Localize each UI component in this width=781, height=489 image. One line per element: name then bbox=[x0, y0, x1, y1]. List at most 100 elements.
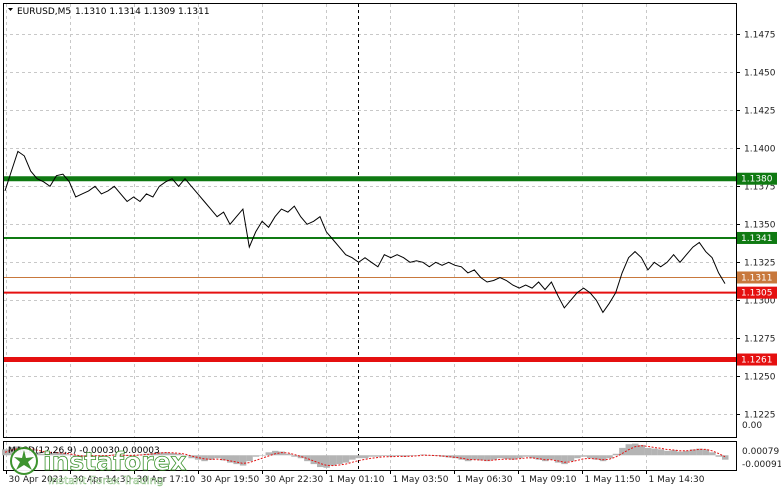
macd-histogram-bar bbox=[34, 452, 41, 456]
macd-histogram-bar bbox=[400, 455, 408, 457]
symbol-label[interactable]: EURUSD,M5 bbox=[17, 7, 71, 17]
macd-histogram-bar bbox=[207, 455, 215, 460]
macd-histogram-bar bbox=[458, 455, 465, 460]
level-tag-label: 1.1380 bbox=[741, 175, 773, 185]
macd-histogram-bar bbox=[407, 455, 414, 456]
price-line bbox=[4, 150, 726, 314]
macd-histogram-bar bbox=[599, 455, 607, 462]
macd-histogram-bar bbox=[214, 455, 221, 459]
macd-histogram-bar bbox=[709, 452, 716, 456]
macd-histogram-bar bbox=[156, 452, 163, 456]
macd-histogram-bar bbox=[702, 449, 710, 456]
macd-histogram-bar bbox=[497, 455, 504, 459]
macd-histogram-bar bbox=[464, 455, 472, 462]
time-axis: 30 Apr 2021 30 Apr 14:30 30 Apr 17:10 30 Ap… bbox=[6, 470, 705, 485]
macd-histogram-bar bbox=[278, 451, 285, 456]
logo-burst-icon bbox=[10, 447, 38, 475]
macd-histogram-bar bbox=[182, 455, 189, 456]
price-tick-label: 1.1300 bbox=[744, 297, 776, 307]
macd-histogram-bar bbox=[40, 453, 48, 456]
macd-histogram-bar bbox=[194, 455, 202, 460]
price-tick-label: 1.1275 bbox=[744, 335, 776, 345]
macd-histogram-bar bbox=[291, 455, 298, 457]
macd-histogram-bar bbox=[587, 455, 594, 459]
macd-histogram-bar bbox=[529, 455, 536, 459]
macd-histogram-bar bbox=[317, 455, 324, 468]
macd-histogram-bar bbox=[272, 450, 279, 456]
macd-histogram-bar bbox=[362, 455, 369, 459]
macd-histogram-bar bbox=[72, 455, 80, 457]
macd-histogram-bar bbox=[516, 455, 523, 459]
macd-tick-zero: 0.00 bbox=[742, 421, 762, 431]
macd-histogram-bar bbox=[111, 454, 118, 456]
macd-histogram-bar bbox=[484, 455, 491, 462]
macd-histogram-bar bbox=[439, 455, 446, 457]
macd-histogram-bar bbox=[66, 454, 73, 456]
instaforex-logo: instaforex Instant Forex Trading bbox=[10, 447, 187, 487]
macd-histogram-bar bbox=[53, 452, 60, 456]
macd-histogram-bar bbox=[169, 453, 176, 456]
level-tag-label: 1.1311 bbox=[741, 273, 773, 283]
macd-histogram-bar bbox=[509, 455, 517, 460]
level-tag bbox=[737, 286, 777, 299]
macd-histogram-bar bbox=[368, 455, 375, 457]
macd-histogram-bar bbox=[722, 455, 729, 460]
macd-label: MACD(12,26,9) -0.00030 0.00003 bbox=[8, 446, 160, 456]
macd-histogram-bar bbox=[471, 455, 478, 460]
macd-histogram-bar bbox=[175, 453, 183, 456]
macd-histogram-bar bbox=[715, 455, 723, 457]
macd-histogram-bar bbox=[632, 443, 639, 456]
macd-histogram-bar bbox=[265, 452, 273, 456]
time-tick-label: 1 May 06:30 bbox=[457, 475, 513, 485]
macd-tick-top: 0.00079 bbox=[742, 447, 779, 457]
macd-histogram-bar bbox=[413, 455, 420, 456]
macd-histogram-bar bbox=[329, 455, 337, 466]
price-tick-label: 1.1425 bbox=[744, 107, 776, 117]
macd-histogram-bar bbox=[394, 455, 401, 456]
time-tick-label: 30 Apr 19:50 bbox=[201, 475, 260, 485]
time-tick-label: 30 Apr 14:30 bbox=[73, 475, 132, 485]
macd-histogram-bar bbox=[297, 455, 305, 459]
macd-histogram-bar bbox=[143, 453, 150, 456]
macd-histogram-bar bbox=[284, 453, 292, 456]
macd-histogram-bar bbox=[554, 455, 562, 463]
ohlc-values: 1.1310 1.1314 1.1309 1.1311 bbox=[75, 7, 210, 17]
macd-panel-frame bbox=[3, 441, 737, 471]
macd-histogram-bar bbox=[657, 449, 665, 456]
time-tick-label: 1 May 01:10 bbox=[329, 475, 385, 485]
time-tick-label: 30 Apr 17:10 bbox=[137, 475, 196, 485]
macd-histogram-bar bbox=[381, 455, 388, 456]
level-tag bbox=[737, 231, 777, 244]
level-tag-label: 1.1341 bbox=[741, 234, 773, 244]
level-tag-label: 1.1305 bbox=[741, 289, 773, 299]
price-tick-label: 1.1250 bbox=[744, 373, 776, 383]
macd-histogram-bar bbox=[246, 455, 253, 462]
symbol-dropdown-icon[interactable] bbox=[8, 8, 13, 11]
macd-histogram-bar bbox=[8, 447, 15, 456]
macd-histogram-bar bbox=[567, 455, 575, 462]
macd-histogram-bar bbox=[349, 455, 356, 460]
macd-histogram-bar bbox=[104, 455, 112, 456]
level-lines bbox=[4, 176, 736, 363]
macd-histogram-bar bbox=[638, 444, 645, 456]
macd-histogram-bar bbox=[259, 455, 266, 456]
macd-histogram-bar bbox=[374, 455, 382, 457]
macd-histogram-bar bbox=[619, 447, 626, 456]
price-tick-label: 1.1450 bbox=[744, 69, 776, 79]
macd-histogram-bar bbox=[252, 455, 260, 457]
time-tick-label: 1 May 14:30 bbox=[649, 475, 705, 485]
price-panel-frame bbox=[3, 3, 737, 438]
macd-histogram-bar bbox=[670, 450, 678, 456]
macd-histogram-bar bbox=[503, 455, 510, 459]
macd-histogram-bar bbox=[149, 453, 157, 456]
level-tag bbox=[737, 172, 777, 185]
macd-histogram-bar bbox=[522, 455, 530, 457]
macd-histogram-bar bbox=[548, 455, 555, 460]
time-tick-label: 1 May 09:10 bbox=[521, 475, 577, 485]
price-tick-label: 1.1325 bbox=[744, 259, 776, 269]
macd-histogram-bar bbox=[535, 455, 543, 460]
macd-histogram-bar bbox=[188, 455, 195, 459]
macd-histogram-bar bbox=[490, 455, 498, 460]
macd-histogram-bar bbox=[445, 455, 453, 458]
